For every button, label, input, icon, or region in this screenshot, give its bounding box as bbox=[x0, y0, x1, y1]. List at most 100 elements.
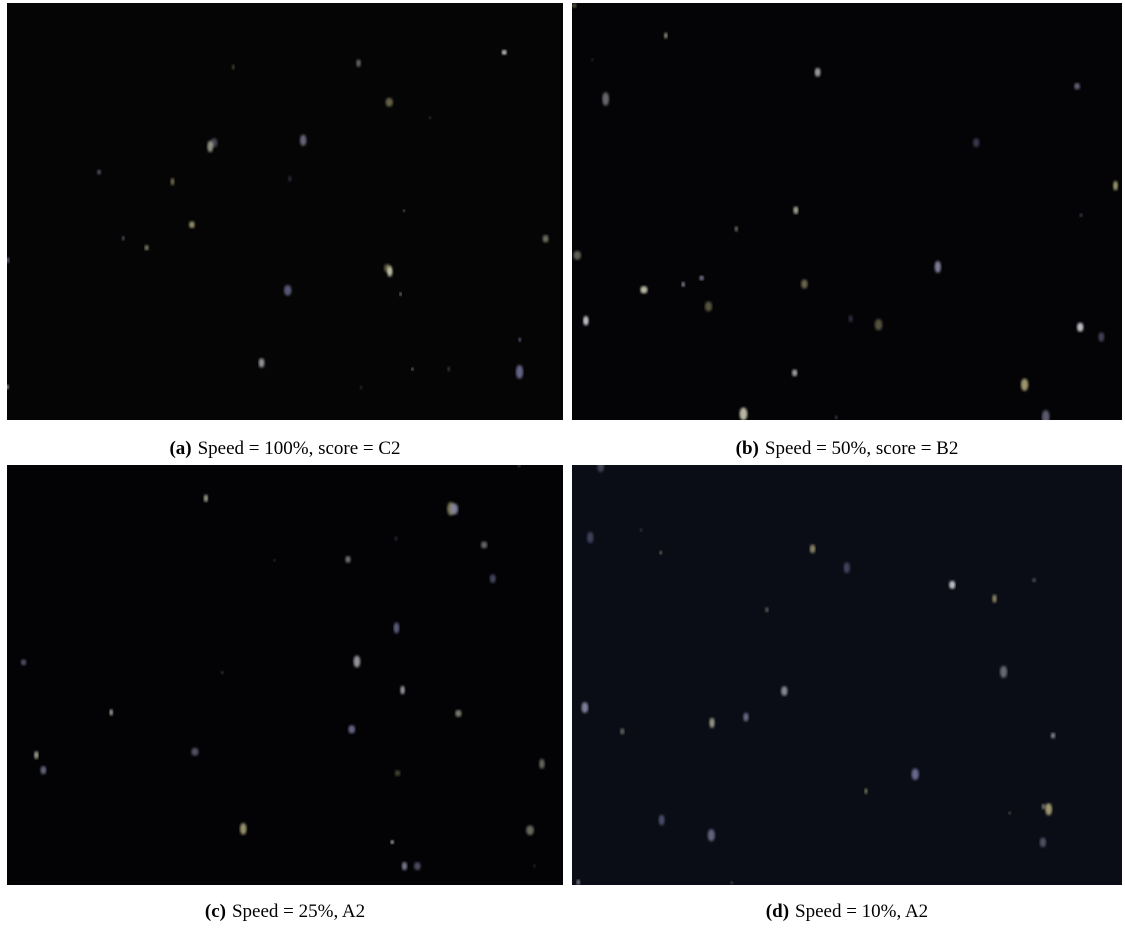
particle bbox=[122, 236, 124, 240]
particle bbox=[1051, 733, 1055, 739]
particle bbox=[875, 319, 883, 330]
particle bbox=[543, 235, 549, 243]
particle bbox=[640, 286, 647, 294]
particle bbox=[391, 840, 394, 844]
particle bbox=[259, 358, 265, 367]
particle bbox=[518, 338, 521, 342]
photo bbox=[572, 465, 1122, 885]
particle bbox=[1009, 812, 1011, 815]
particle bbox=[620, 728, 624, 734]
particle bbox=[145, 245, 149, 250]
caption-label: (a) bbox=[169, 438, 191, 459]
particle bbox=[743, 713, 748, 722]
caption: (d)Speed = 10%, A2 bbox=[572, 901, 1122, 923]
particle bbox=[810, 544, 816, 553]
particle bbox=[400, 686, 405, 695]
particle bbox=[273, 559, 275, 561]
particle bbox=[451, 503, 459, 514]
caption-label: (c) bbox=[205, 901, 226, 922]
particle bbox=[659, 551, 662, 555]
particle bbox=[448, 367, 451, 372]
particle bbox=[1042, 804, 1046, 810]
particle bbox=[1077, 322, 1084, 331]
particle bbox=[581, 702, 588, 713]
particle bbox=[526, 825, 534, 835]
particle bbox=[583, 316, 589, 326]
figure-page: {"figure": {"panels": [ {"label": "(a)",… bbox=[0, 0, 1125, 931]
photo-background bbox=[572, 3, 1122, 420]
particle bbox=[1113, 181, 1118, 191]
particle bbox=[640, 528, 642, 531]
particle bbox=[602, 92, 609, 106]
particle bbox=[935, 261, 941, 273]
particle bbox=[300, 135, 307, 146]
photo-panel bbox=[7, 465, 563, 885]
caption-text: Speed = 25%, A2 bbox=[232, 901, 365, 922]
particle bbox=[345, 556, 350, 563]
particle bbox=[765, 607, 768, 612]
particle bbox=[739, 407, 747, 420]
particle bbox=[792, 369, 797, 376]
particle bbox=[204, 494, 208, 502]
particle bbox=[40, 766, 46, 774]
particle bbox=[207, 141, 213, 153]
particle bbox=[356, 59, 361, 67]
photo-panel bbox=[572, 465, 1122, 885]
particle bbox=[284, 285, 292, 296]
particle bbox=[21, 659, 26, 665]
particle bbox=[973, 138, 979, 147]
particle bbox=[429, 117, 431, 120]
particle bbox=[992, 594, 996, 602]
particle bbox=[731, 882, 733, 884]
particle bbox=[394, 622, 400, 633]
particle bbox=[1021, 378, 1028, 391]
particle bbox=[801, 279, 808, 288]
particle bbox=[411, 368, 413, 371]
photo-panel bbox=[572, 3, 1122, 420]
particle bbox=[221, 671, 224, 674]
particle bbox=[709, 718, 714, 728]
particle bbox=[189, 221, 195, 228]
particle bbox=[1074, 83, 1080, 90]
particle bbox=[835, 416, 837, 419]
particle bbox=[414, 862, 421, 870]
particle bbox=[110, 709, 113, 715]
particle bbox=[191, 748, 198, 756]
particle bbox=[949, 581, 955, 589]
particle bbox=[353, 656, 360, 668]
particle bbox=[490, 574, 496, 583]
particle bbox=[577, 880, 580, 885]
particle bbox=[573, 251, 581, 260]
particle bbox=[1080, 213, 1083, 216]
photo-background bbox=[7, 465, 563, 885]
particle bbox=[1040, 837, 1046, 847]
particle bbox=[395, 536, 398, 540]
particle bbox=[587, 532, 594, 543]
particle bbox=[849, 315, 853, 322]
particle bbox=[516, 365, 523, 379]
caption-label: (b) bbox=[736, 438, 759, 459]
photo bbox=[7, 465, 563, 885]
particle bbox=[386, 98, 393, 107]
particle bbox=[360, 386, 362, 390]
particle bbox=[481, 541, 487, 548]
particle bbox=[793, 206, 798, 214]
particle bbox=[911, 768, 918, 780]
particle bbox=[402, 862, 407, 870]
particle bbox=[455, 710, 462, 717]
particle bbox=[815, 68, 821, 77]
particle bbox=[1098, 332, 1104, 341]
particle bbox=[1046, 804, 1049, 809]
particle bbox=[232, 65, 234, 70]
particle bbox=[681, 282, 684, 287]
particle bbox=[1032, 578, 1036, 582]
particle bbox=[502, 50, 507, 55]
photo-panel bbox=[7, 3, 563, 420]
caption-text: Speed = 100%, score = C2 bbox=[198, 438, 401, 459]
particle bbox=[591, 58, 593, 61]
photo bbox=[572, 3, 1122, 420]
particle bbox=[708, 829, 715, 841]
particle bbox=[403, 210, 405, 212]
photo-background bbox=[7, 3, 563, 420]
particle bbox=[97, 170, 101, 175]
